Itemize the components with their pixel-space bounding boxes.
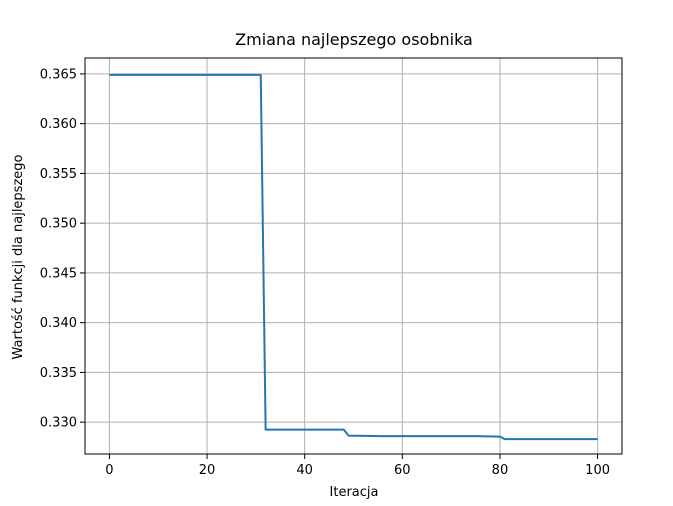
y-tick-label: 0.330 — [40, 416, 77, 431]
grid — [85, 58, 622, 454]
y-tick-label: 0.355 — [40, 167, 77, 182]
plot-frame — [84, 57, 623, 455]
x-tick-label: 20 — [199, 463, 216, 478]
y-tick-label: 0.365 — [40, 67, 77, 82]
y-tick-label: 0.335 — [40, 366, 77, 381]
y-axis-label: Wartość funkcji dla najlepszego — [11, 154, 26, 359]
x-tick-label: 60 — [394, 463, 411, 478]
axes: 0 20 40 60 80 100 0.330 0.335 0.340 0.345 0.350 0.3… — [40, 57, 623, 478]
x-tick-label: 40 — [296, 463, 313, 478]
x-axis-label: Iteracja — [330, 485, 379, 500]
x-tick-label: 0 — [105, 463, 113, 478]
y-tick-label: 0.350 — [40, 217, 77, 232]
series-layer — [109, 73, 598, 441]
y-tick-label: 0.340 — [40, 316, 77, 331]
x-tick-label: 80 — [492, 463, 509, 478]
chart-title: Zmiana najlepszego osobnika — [235, 30, 473, 49]
y-tick-label: 0.345 — [40, 266, 77, 281]
y-tick-label: 0.360 — [40, 117, 77, 132]
series-line — [109, 73, 598, 441]
x-tick-label: 100 — [585, 463, 610, 478]
